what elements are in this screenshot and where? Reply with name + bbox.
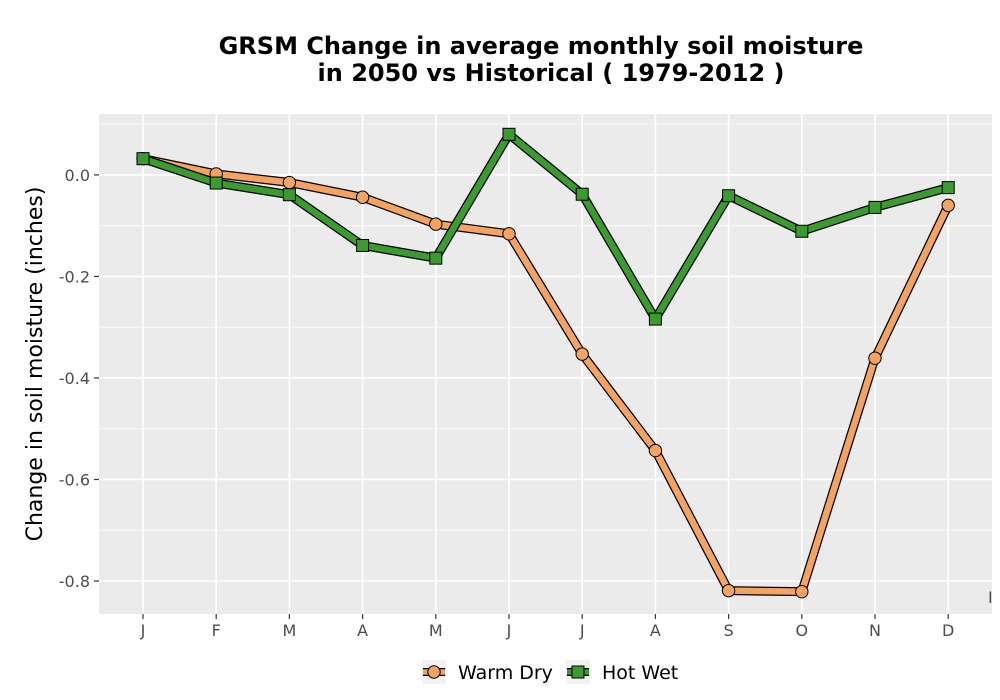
x-tick-label: S xyxy=(724,621,734,640)
data-point-warm-dry xyxy=(721,583,736,598)
data-point-hot-wet xyxy=(502,127,516,141)
data-point-hot-wet xyxy=(356,238,370,252)
series-hot-wet xyxy=(138,129,953,324)
data-point-warm-dry xyxy=(648,443,663,458)
data-point-hot-wet xyxy=(136,152,150,166)
legend-label-hot-wet: Hot Wet xyxy=(602,662,678,684)
data-point-warm-dry xyxy=(355,190,370,204)
series-warm-dry xyxy=(138,154,953,597)
legend: Warm Dry Hot Wet xyxy=(422,660,678,684)
x-tick-label: D xyxy=(942,621,954,640)
x-tick-label: F xyxy=(212,621,221,640)
y-tick-label: 0.0 xyxy=(65,166,90,185)
data-point-hot-wet xyxy=(209,176,223,190)
chart-title-line-1: GRSM Change in average monthly soil mois… xyxy=(219,32,864,60)
legend-item-hot-wet: Hot Wet xyxy=(566,660,678,684)
series-line-hot-wet xyxy=(139,131,952,323)
data-point-hot-wet xyxy=(722,189,736,203)
data-point-warm-dry xyxy=(868,351,882,365)
data-point-warm-dry xyxy=(429,217,443,231)
x-tick-label: N xyxy=(869,621,881,640)
chart-title-line-2: in 2050 vs Historical ( 1979-2012 ) xyxy=(318,59,785,87)
legend-label-warm-dry: Warm Dry xyxy=(458,662,553,684)
plot-panel xyxy=(99,114,992,614)
data-point-hot-wet xyxy=(868,200,882,214)
x-tick-label: A xyxy=(357,621,368,640)
y-axis-ticks: 0.0 -0.2 -0.4 -0.6 -0.8 xyxy=(59,166,99,591)
data-point-hot-wet xyxy=(795,224,809,238)
legend-key-marker xyxy=(427,665,441,679)
series-layer xyxy=(136,127,955,599)
x-tick-label: A xyxy=(650,621,661,640)
data-point-warm-dry xyxy=(795,584,809,599)
legend-key-marker xyxy=(571,665,585,679)
x-tick-label: M xyxy=(282,621,296,640)
y-tick-label: -0.4 xyxy=(59,369,90,388)
data-point-hot-wet xyxy=(575,187,589,201)
y-tick-label: -0.2 xyxy=(59,267,90,286)
data-point-hot-wet xyxy=(648,312,662,326)
series-line-warm-dry xyxy=(139,155,952,595)
x-tick-label: J xyxy=(506,621,512,640)
y-tick-label: -0.6 xyxy=(59,470,90,489)
x-tick-label: J xyxy=(579,621,585,640)
data-point-hot-wet xyxy=(941,181,955,195)
stray-label: I xyxy=(988,588,993,607)
grid-lines xyxy=(99,114,992,614)
legend-item-warm-dry: Warm Dry xyxy=(422,660,553,684)
data-point-warm-dry xyxy=(575,347,589,361)
data-point-warm-dry xyxy=(941,198,955,213)
data-point-warm-dry xyxy=(502,227,516,241)
data-point-warm-dry xyxy=(282,175,297,190)
x-tick-label: J xyxy=(140,621,146,640)
x-tick-label: O xyxy=(796,621,809,640)
data-point-hot-wet xyxy=(282,188,296,202)
y-tick-label: -0.8 xyxy=(59,572,90,591)
data-point-hot-wet xyxy=(429,251,443,265)
x-tick-label: M xyxy=(429,621,443,640)
y-axis-label: Change in soil moisture (inches) xyxy=(23,187,48,542)
series-points-hot-wet xyxy=(136,127,955,326)
